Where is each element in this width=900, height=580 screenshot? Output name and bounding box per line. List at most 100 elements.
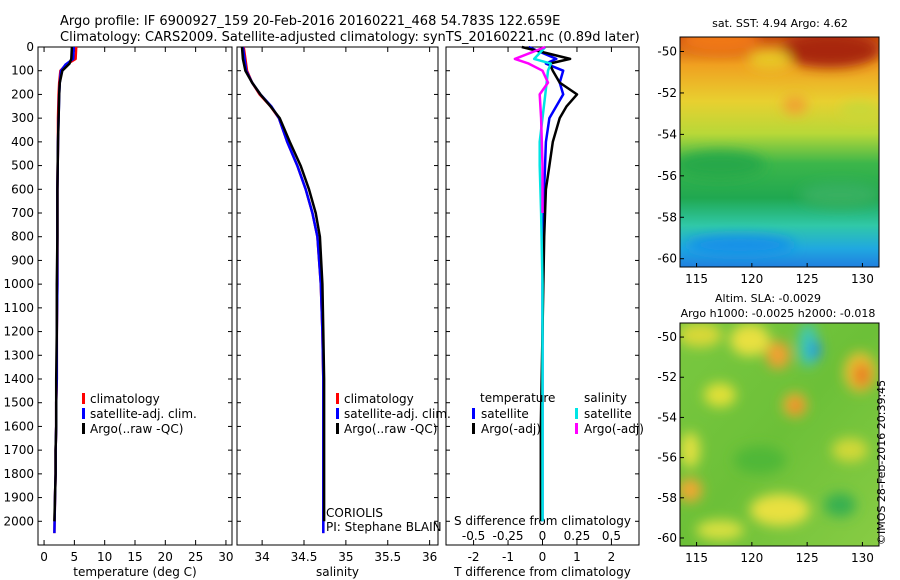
- s-diff-tick-label: 0.5: [602, 529, 621, 543]
- data-source-annotation: CORIOLIS: [326, 506, 383, 520]
- map-lat-tick-label: -58: [657, 210, 677, 224]
- difference-x-tick-label: 1: [573, 550, 581, 564]
- depth-tick-label: 800: [11, 230, 34, 244]
- legend-entry: Argo(..raw -QC): [344, 422, 437, 436]
- temperature-x-tick-label: 25: [188, 550, 203, 564]
- depth-tick-label: 700: [11, 206, 34, 220]
- depth-tick-label: 1200: [3, 325, 34, 339]
- legend-entry: satellite-adj. clim.: [344, 407, 451, 421]
- legend-swatch: [472, 423, 475, 434]
- map-lat-tick-label: -60: [657, 252, 677, 266]
- temperature-x-tick-label: 30: [218, 550, 233, 564]
- difference-x-axis-label: T difference from climatology: [453, 565, 631, 579]
- depth-tick-label: 100: [11, 64, 34, 78]
- temperature-frame: [37, 46, 233, 546]
- legend-swatch: [336, 408, 339, 419]
- difference-x-tick-label: -1: [502, 550, 514, 564]
- salinity-series-argo: [240, 46, 326, 522]
- map-lat-tick-label: -56: [657, 451, 677, 465]
- s-diff-tick-label: -0.25: [493, 529, 524, 543]
- map-lat-tick-label: -56: [657, 169, 677, 183]
- imos-timestamp: ©IMOS 28-Feb-2016 20:39:45: [875, 379, 888, 545]
- legend-swatch: [336, 393, 339, 404]
- map-lon-tick-label: 115: [685, 272, 708, 286]
- difference-x-tick-label: -2: [468, 550, 480, 564]
- figure-title-line-2: Climatology: CARS2009. Satellite-adjuste…: [60, 30, 640, 45]
- salinity-x-tick-label: 34: [254, 550, 269, 564]
- figure-title-line-1: Argo profile: IF 6900927_159 20-Feb-2016…: [60, 14, 561, 29]
- difference-profile-panel: -2 -1 0 1 2-0.5 -0.25 0 0.25 0.5S difference fro…: [445, 45, 644, 579]
- salinity-series-climatology: [242, 46, 325, 534]
- legend-entry: Argo(-adj): [584, 422, 644, 436]
- data-source-annotation: PI: Stephane BLAIN: [326, 520, 442, 534]
- depth-tick-label: 1900: [3, 491, 34, 505]
- temperature-x-tick-label: 0: [40, 550, 48, 564]
- legend-swatch: [472, 408, 475, 419]
- depth-tick-label: 1100: [3, 301, 34, 315]
- map-lat-tick-label: -54: [657, 410, 677, 424]
- depth-tick-label: 400: [11, 135, 34, 149]
- depth-tick-label: 1400: [3, 372, 34, 386]
- difference-series-s-satellite: [532, 46, 553, 522]
- difference-x-tick-label: 2: [608, 550, 616, 564]
- salinity-x-tick-label: 36: [422, 550, 437, 564]
- legend-swatch: [82, 423, 85, 434]
- map-lat-tick-label: -52: [657, 86, 677, 100]
- map-lat-tick-label: -58: [657, 491, 677, 505]
- salinity-frame: [236, 46, 439, 546]
- legend-swatch: [336, 423, 339, 434]
- sst-map: [679, 36, 880, 268]
- s-diff-tick-label: 0.25: [564, 529, 591, 543]
- sla-map-title: Altim. SLA: -0.0029: [715, 292, 821, 305]
- legend-entry: satellite: [584, 407, 632, 421]
- depth-tick-label: 1600: [3, 419, 34, 433]
- legend-swatch: [82, 393, 85, 404]
- sla-map: [679, 322, 880, 547]
- depth-tick-label: 500: [11, 159, 34, 173]
- temperature-x-tick-label: 5: [71, 550, 79, 564]
- salinity-profile-panel: 34 34.5 35 35.5 36 salinity climatologysatelli…: [236, 46, 451, 579]
- temperature-profile-panel: 0100200300400500600700800900100011001200…: [3, 40, 233, 579]
- legend-swatch: [82, 408, 85, 419]
- depth-tick-label: 200: [11, 87, 34, 101]
- map-lon-tick-label: 120: [740, 272, 763, 286]
- legend-entry: Argo(-adj): [481, 422, 541, 436]
- sst-map-title: sat. SST: 4.94 Argo: 4.62: [712, 17, 848, 30]
- map-lon-tick-label: 125: [796, 272, 819, 286]
- s-diff-tick-label: 0: [539, 529, 547, 543]
- difference-series-s-argo: [513, 45, 550, 213]
- salinity-x-tick-label: 35.5: [374, 550, 401, 564]
- difference-series-t-satellite: [528, 45, 565, 522]
- salinity-x-tick-label: 35: [338, 550, 353, 564]
- depth-tick-label: 300: [11, 111, 34, 125]
- legend-swatch: [575, 423, 578, 434]
- map-lat-tick-label: -50: [657, 45, 677, 59]
- map-lat-tick-label: -52: [657, 370, 677, 384]
- temperature-x-tick-label: 20: [158, 550, 173, 564]
- legend-title-salinity: salinity: [584, 391, 627, 405]
- legend-title-temperature: temperature: [480, 391, 555, 405]
- legend-entry: satellite: [481, 407, 529, 421]
- legend-swatch: [575, 408, 578, 419]
- sla-map-subtitle: Argo h1000: -0.0025 h2000: -0.018: [681, 307, 876, 320]
- salinity-x-axis-label: salinity: [316, 565, 359, 579]
- map-lat-tick-label: -50: [657, 330, 677, 344]
- depth-tick-label: 1800: [3, 467, 34, 481]
- map-lon-tick-label: 130: [851, 272, 874, 286]
- map-lon-tick-label: 115: [685, 551, 708, 565]
- depth-tick-label: 1300: [3, 348, 34, 362]
- map-lon-tick-label: 125: [796, 551, 819, 565]
- map-lat-tick-label: -54: [657, 127, 677, 141]
- s-diff-tick-label: -0.5: [462, 529, 485, 543]
- temperature-x-tick-label: 10: [97, 550, 112, 564]
- map-lat-tick-label: -60: [657, 531, 677, 545]
- legend-entry: climatology: [90, 392, 160, 406]
- difference-x-tick-label: 0: [539, 550, 547, 564]
- depth-tick-label: 1500: [3, 396, 34, 410]
- legend-entry: satellite-adj. clim.: [90, 407, 197, 421]
- map-lon-tick-label: 120: [740, 551, 763, 565]
- temperature-series-argo: [53, 46, 74, 522]
- salinity-series-satellite: [241, 46, 325, 534]
- temperature-x-tick-label: 15: [127, 550, 142, 564]
